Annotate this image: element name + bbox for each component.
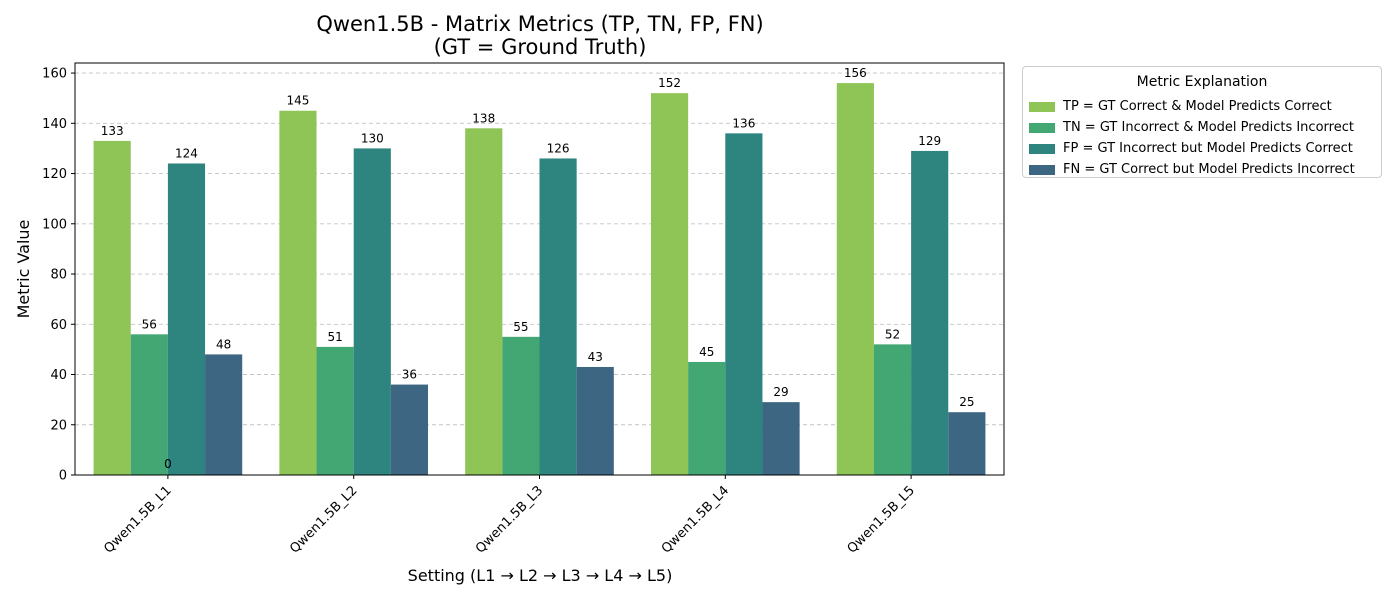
- y-tick-label: 0: [59, 469, 67, 484]
- bar-fn-4: [762, 402, 800, 475]
- legend-item-tp: TP = GT Correct & Model Predicts Correct: [1023, 96, 1381, 117]
- bar-fn-2: [390, 384, 429, 475]
- y-tick-label: 20: [50, 418, 67, 433]
- x-tick-label: Qwen1.5B_L2: [287, 483, 360, 556]
- bar-fp-5: [911, 150, 949, 476]
- data-label: 51: [327, 330, 342, 344]
- data-label: 133: [101, 124, 124, 138]
- y-axis-ticks: 0 20 40 60 80 100 120 140 160: [42, 67, 75, 484]
- bar-tn-4: [688, 361, 726, 475]
- bar-tn-3: [502, 336, 540, 475]
- y-tick-label: 120: [42, 167, 67, 182]
- x-tick-label: Qwen1.5B_L1: [101, 483, 174, 556]
- legend-item-fp: FP = GT Incorrect but Model Predicts Cor…: [1023, 138, 1381, 159]
- data-label: 126: [547, 141, 570, 155]
- legend-label-tp: TP = GT Correct & Model Predicts Correct: [1063, 99, 1332, 114]
- data-label: 138: [472, 111, 495, 125]
- data-label: 129: [918, 134, 941, 148]
- bar-fn-1: [205, 354, 243, 475]
- legend-swatch-fp: [1029, 143, 1055, 154]
- bar-tn-1: [130, 334, 168, 475]
- data-label: 48: [216, 337, 231, 351]
- data-labels: 133 56 124 48 145 51 130 36 138 55 126 43 152 45 136 29…: [101, 66, 975, 471]
- data-label: 130: [361, 131, 384, 145]
- x-tick-label: Qwen1.5B_L3: [473, 483, 546, 556]
- bar-tp-4: [650, 93, 689, 476]
- data-label: 29: [773, 385, 788, 399]
- bar-fp-2: [353, 148, 391, 476]
- bar-fn-5: [948, 412, 986, 475]
- data-label: 43: [588, 350, 603, 364]
- data-label: 152: [658, 76, 681, 90]
- x-tick-label: Qwen1.5B_L5: [845, 483, 918, 556]
- y-tick-label: 160: [42, 67, 67, 82]
- bar-fn-3: [576, 366, 614, 475]
- data-label: 45: [699, 345, 714, 359]
- y-tick-label: 80: [50, 268, 67, 283]
- x-axis-ticks: Qwen1.5B_L1 Qwen1.5B_L2 Qwen1.5B_L3 Qwen1.5…: [101, 475, 918, 557]
- bar-fp-3: [539, 158, 577, 475]
- chart-title: Qwen1.5B - Matrix Metrics (TP, TN, FP, F…: [316, 12, 763, 36]
- legend-label-fp: FP = GT Incorrect but Model Predicts Cor…: [1063, 141, 1353, 156]
- bar-fp-4: [725, 133, 763, 475]
- legend-item-tn: TN = GT Incorrect & Model Predicts Incor…: [1023, 117, 1381, 138]
- legend-label-tn: TN = GT Incorrect & Model Predicts Incor…: [1063, 120, 1354, 135]
- data-label: 52: [885, 327, 900, 341]
- y-tick-label: 40: [50, 368, 67, 383]
- bar-tn-2: [316, 346, 354, 475]
- bar-tn-5: [873, 344, 912, 475]
- chart-subtitle: (GT = Ground Truth): [434, 35, 647, 59]
- data-label: 55: [513, 320, 528, 334]
- legend-label-fn: FN = GT Correct but Model Predicts Incor…: [1063, 162, 1355, 177]
- legend-title: Metric Explanation: [1136, 74, 1268, 90]
- y-axis-label: Metric Value: [14, 220, 33, 319]
- bar-fp-1: [167, 163, 206, 476]
- bar-tp-1: [93, 140, 131, 475]
- annotation-label: 0: [164, 457, 172, 471]
- data-label: 56: [142, 317, 157, 331]
- legend-swatch-tp: [1029, 101, 1055, 112]
- data-label: 124: [175, 146, 198, 160]
- y-tick-label: 60: [50, 318, 67, 333]
- data-label: 156: [844, 66, 867, 80]
- data-label: 36: [402, 368, 417, 382]
- bars: [93, 83, 986, 476]
- bar-tp-5: [836, 83, 874, 475]
- legend-swatch-tn: [1029, 122, 1055, 133]
- plot-frame: [74, 62, 1005, 476]
- y-tick-label: 140: [42, 117, 67, 132]
- x-axis-label: Setting (L1 → L2 → L3 → L4 → L5): [408, 566, 673, 585]
- data-label: 25: [959, 395, 974, 409]
- legend-item-fn: FN = GT Correct but Model Predicts Incor…: [1023, 159, 1381, 180]
- legend: Metric Explanation TP = GT Correct & Mod…: [1022, 66, 1382, 178]
- bar-tp-2: [279, 110, 317, 476]
- legend-swatch-fn: [1029, 164, 1055, 175]
- x-tick-label: Qwen1.5B_L4: [659, 483, 732, 556]
- bar-tp-3: [465, 128, 503, 475]
- y-tick-label: 100: [42, 217, 67, 232]
- data-label: 136: [732, 116, 755, 130]
- data-label: 145: [287, 94, 310, 108]
